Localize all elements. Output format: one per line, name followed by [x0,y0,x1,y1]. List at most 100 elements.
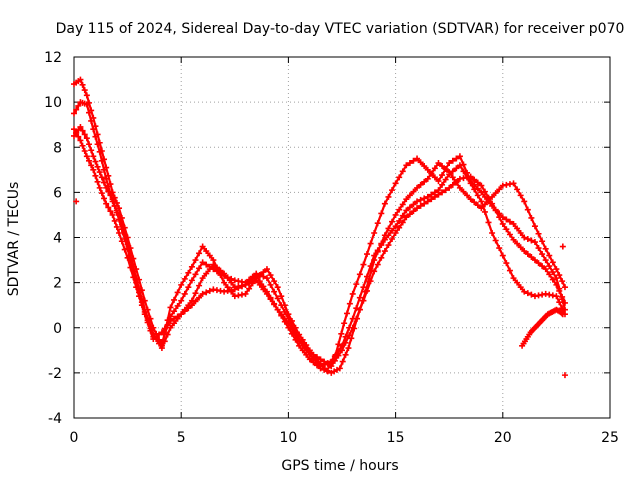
data-point [324,368,331,375]
data-point [199,243,206,250]
data-point [478,198,485,205]
data-point [385,242,392,249]
data-point [456,184,463,191]
data-point [485,219,492,226]
data-point [514,225,521,232]
data-point [196,265,203,272]
data-point [271,278,278,285]
data-point [460,168,467,175]
data-point [442,187,449,194]
data-point [528,291,535,298]
data-point [138,299,145,306]
data-point [338,330,345,337]
data-point [324,360,331,367]
data-point [467,173,474,180]
data-point [406,160,413,167]
data-point [403,207,410,214]
data-point [424,198,431,205]
data-point [392,180,399,187]
data-point [246,276,253,283]
data-point [206,252,213,259]
data-point [549,276,556,283]
isolated-points [73,198,568,379]
data-point [94,163,101,170]
data-point [263,290,270,297]
data-point [346,332,353,339]
data-point [331,357,338,364]
data-point [188,263,195,270]
data-point [181,275,188,282]
series-trace-5 [519,306,566,349]
data-point [90,153,97,160]
data-point [83,135,90,142]
data-point [374,261,381,268]
data-point [256,272,263,279]
data-point [171,296,178,303]
data-point [321,358,328,365]
data-point [456,153,463,160]
data-point [253,270,260,277]
data-point [453,165,460,172]
data-point [213,268,220,275]
data-point [88,117,95,124]
data-point [274,306,281,313]
y-tick-label: 2 [53,276,62,292]
data-point [389,218,396,225]
data-point [246,285,253,292]
data-point [235,284,242,291]
data-point [274,284,281,291]
data-point [414,198,421,205]
data-point [378,242,385,249]
data-point [474,179,481,186]
data-point [492,190,499,197]
data-point [231,286,238,293]
data-point [406,204,413,211]
data-point [86,141,93,148]
data-point [90,126,97,133]
data-point [71,132,77,139]
data-point [510,180,517,187]
data-point [92,172,99,179]
data-point [77,76,84,83]
data-point [116,229,123,236]
data-point [496,214,503,221]
y-tick-label: 0 [53,321,62,337]
data-point [392,211,399,218]
data-point [385,225,392,232]
data-point [428,196,435,203]
data-point [217,270,224,277]
data-point [506,267,513,274]
data-point [109,196,116,203]
data-point [559,278,566,285]
data-point [535,230,542,237]
data-point [510,275,517,282]
data-point [421,178,428,185]
data-point [524,290,531,297]
data-point [503,216,510,223]
data-point [496,186,503,193]
data-point [161,331,168,338]
data-point [467,180,474,187]
data-point [79,142,86,149]
data-point [86,157,93,164]
data-point [199,275,206,282]
data-point [439,163,446,170]
data-point [492,237,499,244]
data-point [399,212,406,219]
data-point [317,363,324,370]
data-point [192,257,199,264]
data-point [196,294,203,301]
data-point [271,288,278,295]
data-point [92,133,99,140]
data-point [101,179,108,186]
data-point [353,281,360,288]
data-point [242,279,249,286]
data-point [133,279,140,286]
data-point [499,252,506,259]
data-point [378,210,385,217]
data-point [344,310,351,317]
data-point [517,192,524,199]
data-point [113,209,120,216]
data-point [364,251,371,258]
